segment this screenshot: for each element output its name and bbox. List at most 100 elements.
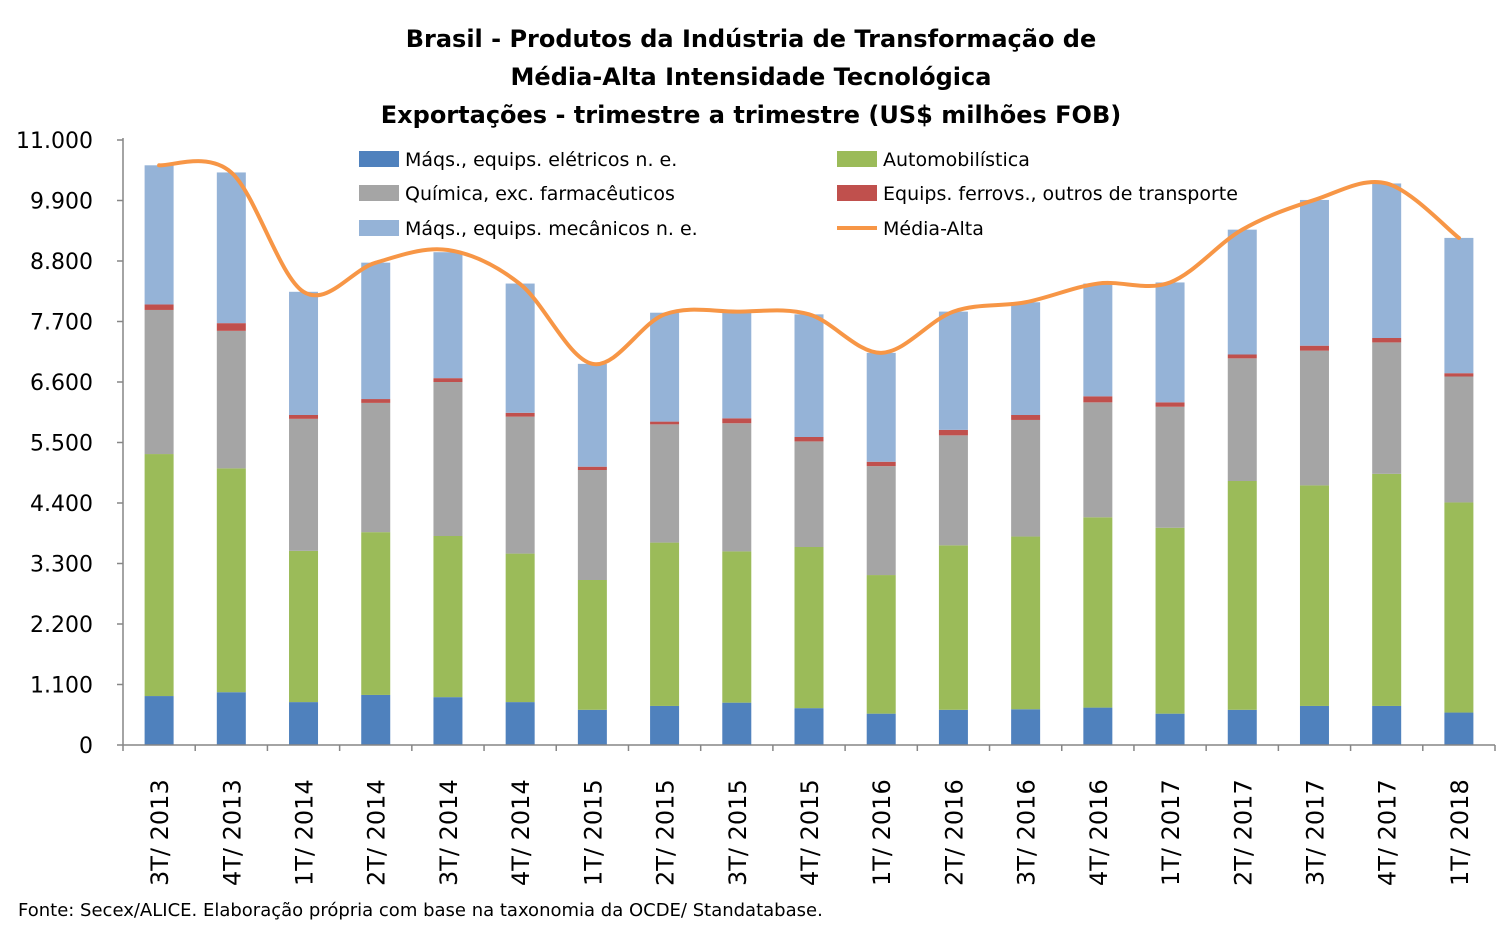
x-tick-label: 1T/ 2018 xyxy=(1446,779,1474,886)
bar-segment-s3-13 xyxy=(1083,396,1113,403)
bar-segment-s1-15 xyxy=(1227,481,1257,710)
bar-segment-s2-16 xyxy=(1299,350,1329,486)
bar-segment-s1-10 xyxy=(866,575,896,714)
bar-segment-s4-12 xyxy=(1011,302,1041,415)
legend-label-0: Máqs., equips. elétricos n. e. xyxy=(405,149,677,171)
bar-segment-s1-1 xyxy=(216,468,246,693)
bar-segment-s1-14 xyxy=(1155,527,1185,714)
bar-segment-s3-4 xyxy=(433,378,463,382)
bar-segment-s0-4 xyxy=(433,697,463,745)
bar-segment-s4-7 xyxy=(650,312,680,422)
bar-segment-s0-13 xyxy=(1083,707,1113,745)
bar-segment-s2-4 xyxy=(433,382,463,536)
bar-segment-s4-15 xyxy=(1227,229,1257,355)
legend-swatch-1 xyxy=(837,151,877,167)
chart-title-line-3: Exportações - trimestre a trimestre (US$… xyxy=(381,101,1121,129)
chart-title-line-2: Média-Alta Intensidade Tecnológica xyxy=(511,63,992,91)
bar-segment-s3-8 xyxy=(722,418,752,424)
legend-swatch-4 xyxy=(359,220,399,236)
bar-segment-s4-3 xyxy=(361,262,391,400)
bar-segment-s1-16 xyxy=(1299,485,1329,706)
bar-segment-s0-1 xyxy=(216,692,246,745)
x-tick-label: 1T/ 2014 xyxy=(291,779,319,886)
y-tick-label: 6.600 xyxy=(30,371,93,396)
y-tick-label: 2.200 xyxy=(30,613,93,638)
x-tick-label: 3T/ 2013 xyxy=(146,779,174,886)
bar-segment-s2-18 xyxy=(1444,376,1474,503)
line-series-area xyxy=(157,159,1461,367)
bar-segment-s2-9 xyxy=(794,441,824,547)
bar-segment-s2-12 xyxy=(1011,419,1041,537)
bar-segment-s0-10 xyxy=(866,713,896,745)
bar-segment-s4-2 xyxy=(289,291,319,415)
bar-segment-s3-5 xyxy=(505,412,535,417)
bar-segment-s3-17 xyxy=(1372,338,1402,343)
bar-segment-s0-0 xyxy=(144,696,174,745)
y-tick-label: 9.900 xyxy=(30,190,93,215)
bar-segment-s3-3 xyxy=(361,399,391,403)
bar-segment-s0-14 xyxy=(1155,713,1185,745)
bar-segment-s3-16 xyxy=(1299,345,1329,351)
bar-segment-s4-10 xyxy=(866,352,896,462)
bar-segment-s3-10 xyxy=(866,461,896,467)
x-tick-label: 1T/ 2016 xyxy=(868,779,896,886)
bar-segment-s2-14 xyxy=(1155,406,1185,528)
x-tick-label: 2T/ 2016 xyxy=(940,779,968,886)
bar-segment-s0-2 xyxy=(289,702,319,745)
bar-segment-s4-9 xyxy=(794,314,824,437)
bar-segment-s1-12 xyxy=(1011,536,1041,710)
bar-segment-s1-18 xyxy=(1444,502,1474,713)
bar-segment-s2-3 xyxy=(361,402,391,533)
bar-segment-s4-13 xyxy=(1083,283,1113,397)
legend-label-3: Equips. ferrovs., outros de transporte xyxy=(883,183,1238,205)
bar-segment-s1-4 xyxy=(433,536,463,698)
bar-segment-s2-1 xyxy=(216,330,246,469)
bar-segment-s0-17 xyxy=(1372,705,1402,745)
bar-segment-s2-17 xyxy=(1372,342,1402,474)
bar-segment-s1-11 xyxy=(938,545,968,710)
bar-segment-s3-6 xyxy=(577,466,607,470)
bar-segment-s3-0 xyxy=(144,304,174,310)
bar-segment-s0-16 xyxy=(1299,705,1329,745)
x-tick-label: 2T/ 2014 xyxy=(363,779,391,886)
bar-segment-s4-5 xyxy=(505,283,535,413)
bar-segment-s1-0 xyxy=(144,454,174,697)
x-tick-label: 2T/ 2015 xyxy=(652,779,680,886)
legend: Máqs., equips. elétricos n. e. Automobilí… xyxy=(359,149,1238,240)
bar-segment-s1-13 xyxy=(1083,517,1113,708)
y-tick-label: 1.100 xyxy=(30,674,93,699)
bar-segment-s0-11 xyxy=(938,709,968,745)
y-tick-label: 5.500 xyxy=(30,432,93,457)
bar-segment-s1-3 xyxy=(361,532,391,695)
legend-swatch-2 xyxy=(359,185,399,201)
bar-segment-s2-15 xyxy=(1227,358,1257,481)
chart-title-line-1: Brasil - Produtos da Indústria de Transf… xyxy=(406,25,1097,53)
bar-segment-s4-16 xyxy=(1299,199,1329,346)
x-tick-label: 4T/ 2016 xyxy=(1085,779,1113,886)
x-tick-label: 1T/ 2015 xyxy=(579,779,607,886)
bar-segment-s4-4 xyxy=(433,252,463,379)
bar-segment-s0-7 xyxy=(650,705,680,745)
x-tick-label: 4T/ 2013 xyxy=(218,779,246,886)
x-tick-label: 4T/ 2014 xyxy=(507,779,535,886)
legend-swatch-3 xyxy=(837,185,877,201)
bar-segment-s3-12 xyxy=(1011,415,1041,420)
bar-segment-s4-17 xyxy=(1372,183,1402,338)
y-tick-label: 4.400 xyxy=(30,492,93,517)
x-tick-label: 3T/ 2015 xyxy=(724,779,752,886)
bar-segment-s3-1 xyxy=(216,323,246,331)
bar-segment-s3-9 xyxy=(794,437,824,442)
bar-segment-s0-12 xyxy=(1011,709,1041,745)
legend-label-5: Média-Alta xyxy=(883,218,984,240)
bar-segment-s0-9 xyxy=(794,708,824,745)
bar-segment-s4-8 xyxy=(722,311,752,419)
legend-label-2: Química, exc. farmacêuticos xyxy=(405,183,675,205)
bar-segment-s2-5 xyxy=(505,416,535,554)
x-tick-label: 1T/ 2017 xyxy=(1157,779,1185,886)
bar-segment-s2-8 xyxy=(722,423,752,552)
bar-segment-s1-9 xyxy=(794,547,824,709)
bar-segment-s0-8 xyxy=(722,702,752,745)
bar-segment-s3-15 xyxy=(1227,354,1257,359)
y-tick-label: 3.300 xyxy=(30,553,93,578)
